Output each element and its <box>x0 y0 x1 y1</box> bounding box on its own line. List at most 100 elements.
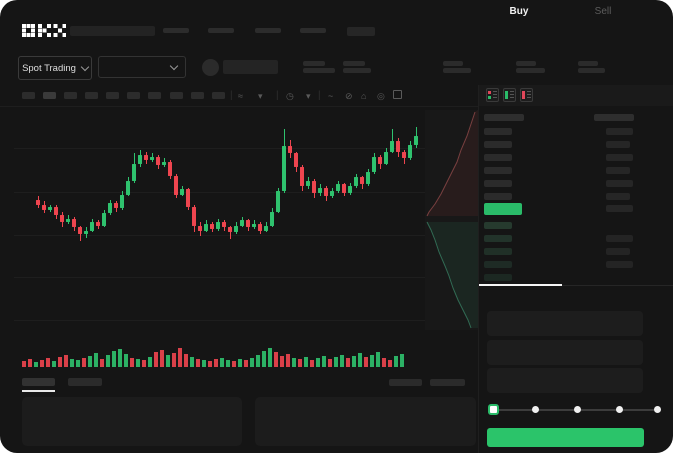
interval-button-placeholder[interactable] <box>148 92 161 99</box>
fullscreen-glyph <box>393 90 402 99</box>
slider-stop-dot[interactable] <box>616 406 623 413</box>
ask-row-price-placeholder[interactable] <box>484 167 512 174</box>
pair-selector[interactable] <box>98 56 186 78</box>
volume-bar <box>274 352 278 367</box>
candle-body <box>354 177 358 186</box>
drawing-tools-icon[interactable]: ⊘ <box>345 91 353 101</box>
ticker-stat-value-placeholder <box>578 68 605 73</box>
bottom-action-placeholder[interactable] <box>389 379 422 386</box>
interval-button-placeholder[interactable] <box>191 92 204 99</box>
ticker-stat-label-placeholder <box>343 61 365 66</box>
bottom-tab-placeholder[interactable] <box>68 378 102 386</box>
interval-button-placeholder[interactable] <box>212 92 225 99</box>
pair-name-placeholder <box>223 60 278 74</box>
price-input-placeholder[interactable] <box>487 311 643 336</box>
volume-bar <box>142 360 146 367</box>
amount-slider-track[interactable] <box>492 409 654 411</box>
bottom-action-placeholder[interactable] <box>430 379 465 386</box>
buy-submit-button[interactable] <box>487 428 644 447</box>
orderbook-layout-both-icon[interactable] <box>486 88 499 102</box>
volume-bar <box>190 357 194 367</box>
candle-body <box>288 146 292 153</box>
interval-button-placeholder[interactable] <box>127 92 140 99</box>
amount-input-placeholder[interactable] <box>487 340 643 365</box>
slider-handle-active[interactable] <box>488 404 499 415</box>
icon-line <box>527 97 531 98</box>
trade-tabbar <box>479 285 673 308</box>
nav-item-placeholder[interactable] <box>208 28 234 33</box>
interval-button-placeholder[interactable] <box>64 92 77 99</box>
ask-row-price-placeholder[interactable] <box>484 193 512 200</box>
depth-chart <box>425 110 478 330</box>
volume-bar <box>202 360 206 367</box>
interval-button-placeholder[interactable] <box>22 92 35 99</box>
icon-line <box>510 94 514 95</box>
volume-bar <box>106 355 110 367</box>
bottom-panel-placeholder <box>255 397 476 446</box>
volume-bar <box>250 358 254 367</box>
volume-bar <box>70 359 74 367</box>
search-placeholder[interactable] <box>70 26 155 36</box>
bid-row-price-placeholder[interactable] <box>484 261 512 268</box>
tab-sell[interactable]: Sell <box>594 6 612 17</box>
bid-row-price-placeholder[interactable] <box>484 274 512 281</box>
candlestick-chart[interactable] <box>14 110 426 335</box>
nav-item-placeholder[interactable] <box>347 27 375 36</box>
chevron-down-icon[interactable]: ▾ <box>258 91 263 101</box>
interval-button-placeholder[interactable] <box>85 92 98 99</box>
candle-body <box>54 207 58 215</box>
okx-logo-icon[interactable] <box>22 24 66 37</box>
interval-button-placeholder[interactable] <box>106 92 119 99</box>
bid-row-price-placeholder[interactable] <box>484 235 512 242</box>
indicator-wave-icon[interactable]: ~ <box>328 91 334 101</box>
volume-bar <box>256 355 260 367</box>
ticker-stat-label-placeholder <box>578 61 598 66</box>
ticker-stat-value-placeholder <box>443 68 471 73</box>
candle-body <box>222 222 226 227</box>
volume-bar <box>46 358 50 367</box>
candle-body <box>156 157 160 165</box>
interval-button-placeholder[interactable] <box>170 92 183 99</box>
bottom-tab-placeholder[interactable] <box>22 378 55 386</box>
snapshot-camera-icon[interactable]: ⌂ <box>361 91 367 101</box>
candle-style-icon[interactable]: ≈ <box>238 91 243 101</box>
ask-row-price-placeholder[interactable] <box>484 128 512 135</box>
nav-item-placeholder[interactable] <box>163 28 189 33</box>
slider-stop-dot[interactable] <box>654 406 661 413</box>
icon-line <box>493 91 497 92</box>
nav-item-placeholder[interactable] <box>255 28 281 33</box>
toolbar-separator: | <box>318 90 321 101</box>
candle-body <box>120 195 124 208</box>
chart-settings-icon[interactable]: ◎ <box>377 91 385 101</box>
candle-body <box>168 162 172 176</box>
last-price-bar[interactable] <box>484 203 522 215</box>
volume-bar <box>394 356 398 367</box>
ticker-stat-value-placeholder <box>303 68 335 73</box>
bid-row-price-placeholder[interactable] <box>484 248 512 255</box>
market-type-selector[interactable]: Spot Trading <box>18 56 92 80</box>
tab-buy[interactable]: Buy <box>509 6 529 17</box>
time-interval-icon[interactable]: ◷ <box>286 91 294 101</box>
orderbook-layout-asks-icon[interactable] <box>520 88 533 102</box>
nav-item-placeholder[interactable] <box>300 28 326 33</box>
candle-body <box>48 207 52 210</box>
slider-stop-dot[interactable] <box>574 406 581 413</box>
volume-bar <box>136 359 140 367</box>
interval-button-placeholder[interactable] <box>43 92 56 99</box>
candle-body <box>378 157 382 164</box>
ask-row-price-placeholder[interactable] <box>484 180 512 187</box>
slider-stop-dot[interactable] <box>532 406 539 413</box>
candle-body <box>60 215 64 222</box>
volume-bar <box>334 357 338 367</box>
ask-row-price-placeholder[interactable] <box>484 154 512 161</box>
orderbook-layout-bids-icon[interactable] <box>503 88 516 102</box>
volume-bar <box>22 361 26 367</box>
fullscreen-icon[interactable] <box>393 90 402 99</box>
total-input-placeholder[interactable] <box>487 368 643 393</box>
bid-row-price-placeholder[interactable] <box>484 222 512 229</box>
candle-body <box>342 184 346 193</box>
candle-body <box>318 188 322 193</box>
icon-segment <box>488 96 491 99</box>
ask-row-price-placeholder[interactable] <box>484 141 512 148</box>
chevron-down-icon[interactable]: ▾ <box>306 91 311 101</box>
